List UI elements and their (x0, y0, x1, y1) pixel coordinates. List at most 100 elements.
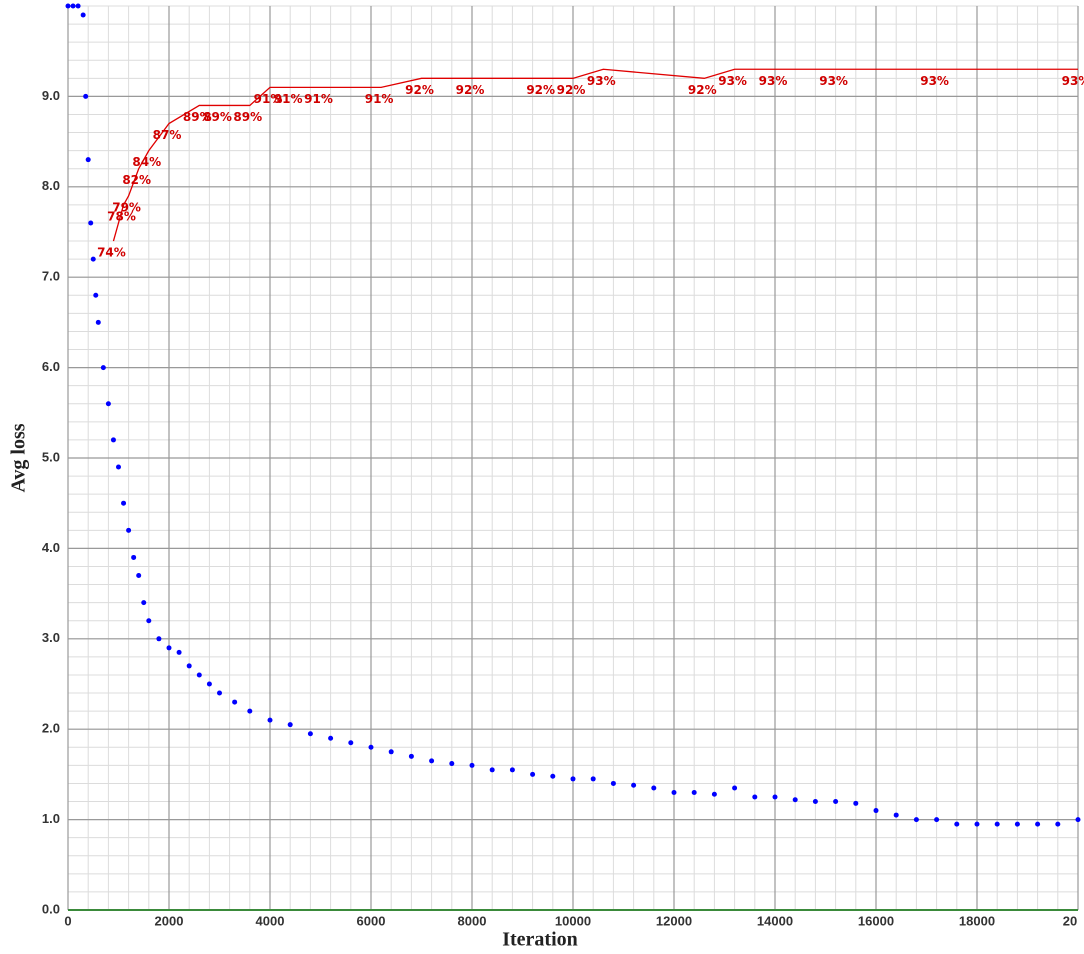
x-tick-label: 18000 (959, 913, 995, 928)
loss-point (449, 761, 455, 767)
x-tick-label: 0 (64, 913, 71, 928)
loss-point (954, 821, 960, 827)
x-tick-label: 4000 (256, 913, 285, 928)
loss-point (994, 821, 1000, 827)
data-label: 93% (1062, 74, 1084, 88)
data-label: 89% (183, 110, 212, 124)
data-label: 84% (132, 155, 161, 169)
y-tick-label: 3.0 (42, 630, 60, 645)
data-label: 92% (405, 83, 434, 97)
y-tick-label: 5.0 (42, 449, 60, 464)
loss-point (232, 699, 238, 705)
loss-point (206, 681, 212, 687)
data-label: 82% (122, 173, 151, 187)
loss-point (570, 776, 576, 782)
data-label: 91% (254, 92, 283, 106)
loss-point (1055, 821, 1061, 827)
loss-point (88, 220, 94, 226)
x-tick-label: 6000 (357, 913, 386, 928)
loss-point (550, 773, 556, 779)
loss-point (307, 731, 313, 737)
y-tick-label: 2.0 (42, 721, 60, 736)
x-tick-label: 8000 (458, 913, 487, 928)
loss-point (408, 753, 414, 759)
loss-point (247, 708, 253, 714)
x-tick-label: 12000 (656, 913, 692, 928)
loss-point (65, 3, 71, 9)
loss-point (732, 785, 738, 791)
loss-point (853, 800, 859, 806)
loss-point (631, 782, 637, 788)
loss-point (110, 437, 116, 443)
loss-point (95, 319, 101, 325)
loss-point (651, 785, 657, 791)
loss-point (812, 799, 818, 805)
x-tick-label: 10000 (555, 913, 591, 928)
loss-point (70, 3, 76, 9)
loss-point (328, 735, 334, 741)
loss-point (590, 776, 596, 782)
loss-point (136, 573, 142, 579)
data-label: 91% (304, 92, 333, 106)
loss-point (121, 500, 127, 506)
loss-point (196, 672, 202, 678)
y-tick-label: 7.0 (42, 269, 60, 284)
data-label: 93% (819, 74, 848, 88)
loss-point (489, 767, 495, 773)
x-tick-label: 20 (1063, 913, 1077, 928)
data-label: 87% (153, 128, 182, 142)
loss-point (186, 663, 192, 669)
map-line (112, 68, 1078, 242)
loss-point (388, 749, 394, 755)
data-label: 93% (587, 74, 616, 88)
loss-point (75, 3, 81, 9)
data-label: 89% (233, 110, 262, 124)
loss-point (217, 690, 222, 696)
loss-point (90, 256, 96, 262)
y-tick-label: 9.0 (42, 88, 60, 103)
loss-point (1035, 821, 1041, 827)
loss-point (469, 762, 475, 768)
loss-point (873, 808, 879, 814)
loss-point (93, 292, 99, 298)
loss-point (1075, 817, 1081, 823)
data-label: 93% (718, 74, 747, 88)
loss-point (126, 527, 132, 533)
data-label: 92% (456, 83, 485, 97)
loss-point (509, 767, 515, 773)
loss-point (166, 645, 172, 651)
y-tick-label: 4.0 (42, 540, 60, 555)
loss-point (131, 554, 137, 560)
loss-point (141, 600, 147, 606)
loss-point (348, 740, 354, 746)
loss-point (974, 821, 980, 827)
loss-point (156, 636, 162, 642)
loss-point (146, 618, 152, 624)
loss-point (671, 789, 677, 795)
loss-point (267, 717, 273, 723)
loss-point (833, 799, 839, 805)
loss-point (116, 464, 121, 470)
loss-point (610, 780, 616, 786)
y-tick-label: 1.0 (42, 811, 60, 826)
loss-point (772, 794, 778, 800)
y-tick-label: 6.0 (42, 359, 60, 374)
loss-point (792, 797, 798, 803)
loss-point (287, 722, 293, 728)
loss-point (1014, 821, 1020, 827)
loss-point (83, 93, 89, 99)
data-label: 79% (112, 200, 141, 214)
loss-point (913, 817, 919, 823)
x-axis-title: Iteration (502, 929, 578, 951)
loss-point (100, 365, 106, 371)
loss-point (105, 401, 111, 407)
loss-point (85, 157, 91, 163)
y-tick-label: 8.0 (42, 178, 60, 193)
data-label: 92% (688, 83, 717, 97)
data-label: 74% (97, 246, 126, 260)
loss-point (176, 649, 182, 655)
loss-point (893, 812, 899, 818)
x-tick-label: 14000 (757, 913, 793, 928)
data-label: 92% (557, 83, 586, 97)
y-tick-label: 0.0 (42, 901, 60, 916)
